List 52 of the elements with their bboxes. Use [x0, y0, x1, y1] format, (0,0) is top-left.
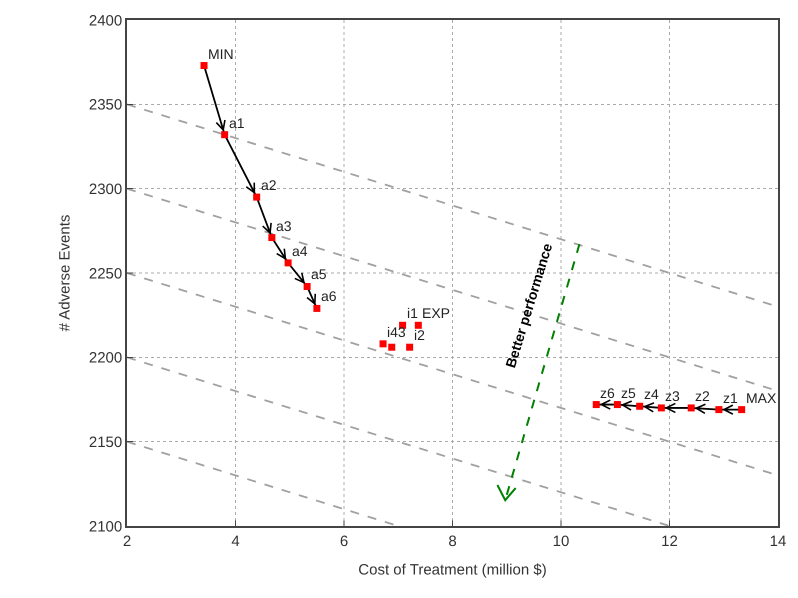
annotation: i1 — [407, 305, 418, 321]
x-tick-label: 8 — [448, 532, 457, 550]
point — [200, 62, 208, 70]
point — [738, 406, 746, 414]
y-tick-label: 2200 — [88, 350, 122, 367]
point — [592, 401, 600, 408]
annotation: a5 — [311, 266, 327, 282]
annotation: a4 — [292, 243, 308, 259]
annotation: EXP — [422, 305, 450, 321]
x-tick-label: 6 — [340, 532, 348, 550]
point — [253, 194, 260, 201]
annotation: z1 — [723, 390, 738, 406]
annotation: z6 — [600, 385, 615, 401]
annotation: a6 — [321, 288, 337, 304]
x-tick-label: 14 — [770, 532, 786, 550]
x-axis-title: Cost of Treatment (million $) — [358, 561, 547, 578]
annotation: a1 — [229, 115, 245, 131]
point — [388, 344, 396, 351]
annotation: i2 — [414, 327, 426, 343]
point — [636, 402, 644, 410]
x-tick-label: 2 — [122, 532, 132, 550]
point — [221, 131, 228, 138]
annotation: z4 — [644, 386, 659, 402]
x-tick-label: 10 — [552, 532, 570, 550]
y-tick-label: 2150 — [88, 434, 122, 451]
annotation: a2 — [261, 177, 277, 193]
y-tick-label: 2250 — [88, 265, 122, 282]
y-axis-title: # Adverse Events — [56, 214, 74, 332]
point — [304, 282, 311, 290]
y-tick-label: 2400 — [88, 12, 122, 30]
x-tick-label: 12 — [661, 532, 678, 550]
y-tick-label: 2350 — [88, 96, 122, 114]
annotation: MAX — [746, 390, 777, 406]
point — [268, 234, 276, 242]
annotation: z2 — [695, 388, 710, 404]
point — [406, 344, 414, 351]
annotation: a3 — [276, 218, 292, 234]
point — [380, 340, 387, 348]
annotation: MIN — [208, 46, 234, 62]
annotation: i43 — [387, 324, 406, 340]
annotation: z3 — [665, 388, 680, 404]
point — [688, 404, 695, 412]
y-tick-label: 2300 — [88, 180, 122, 198]
point — [658, 404, 665, 412]
point — [414, 322, 422, 329]
point — [313, 304, 320, 312]
point — [284, 259, 292, 266]
point — [715, 406, 722, 414]
point — [614, 401, 621, 408]
x-tick-label: 4 — [231, 532, 240, 550]
annotation: z5 — [621, 385, 636, 401]
y-tick-label: 2100 — [88, 518, 122, 536]
